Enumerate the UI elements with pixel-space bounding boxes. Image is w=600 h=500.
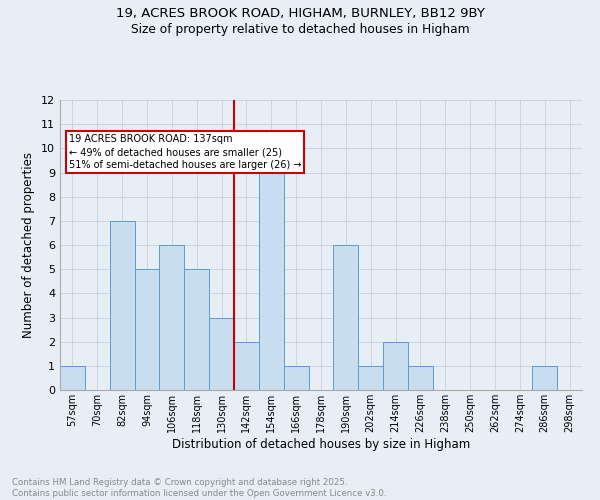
Bar xyxy=(284,366,308,390)
Bar xyxy=(234,342,259,390)
Bar xyxy=(532,366,557,390)
Bar xyxy=(160,245,184,390)
Text: 19, ACRES BROOK ROAD, HIGHAM, BURNLEY, BB12 9BY: 19, ACRES BROOK ROAD, HIGHAM, BURNLEY, B… xyxy=(116,8,484,20)
Text: Contains HM Land Registry data © Crown copyright and database right 2025.
Contai: Contains HM Land Registry data © Crown c… xyxy=(12,478,386,498)
Bar xyxy=(209,318,234,390)
Bar xyxy=(184,269,209,390)
Bar xyxy=(358,366,383,390)
Bar xyxy=(383,342,408,390)
Text: 19 ACRES BROOK ROAD: 137sqm
← 49% of detached houses are smaller (25)
51% of sem: 19 ACRES BROOK ROAD: 137sqm ← 49% of det… xyxy=(69,134,301,170)
Bar xyxy=(60,366,85,390)
Bar xyxy=(110,221,134,390)
Bar xyxy=(134,269,160,390)
Y-axis label: Number of detached properties: Number of detached properties xyxy=(22,152,35,338)
Bar xyxy=(408,366,433,390)
Bar xyxy=(334,245,358,390)
Text: Size of property relative to detached houses in Higham: Size of property relative to detached ho… xyxy=(131,22,469,36)
X-axis label: Distribution of detached houses by size in Higham: Distribution of detached houses by size … xyxy=(172,438,470,450)
Bar xyxy=(259,148,284,390)
